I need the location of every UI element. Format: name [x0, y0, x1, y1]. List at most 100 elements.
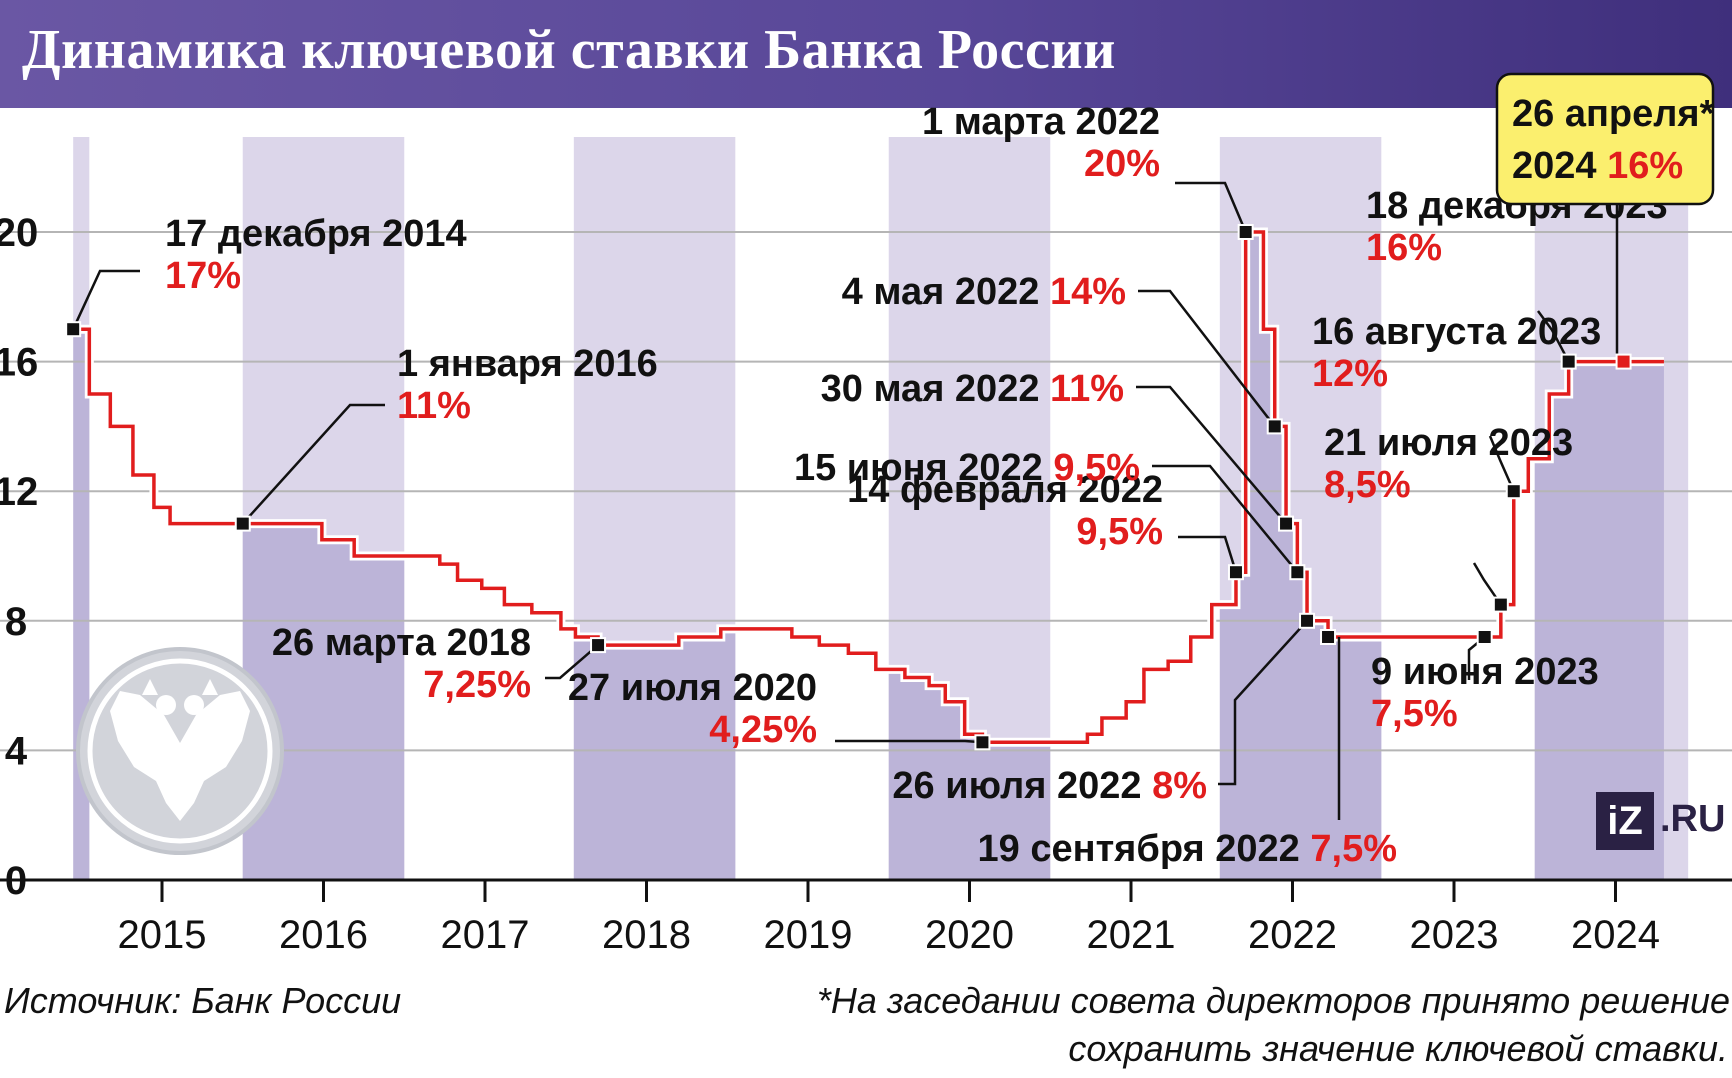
callout-date: 1 марта 2022	[922, 101, 1160, 143]
x-tick-label: 2024	[1571, 913, 1660, 957]
callout-label: 26 июля 2022 8%	[892, 765, 1207, 807]
callout-leader	[1136, 385, 1287, 525]
callout-value: 9,5%	[1053, 447, 1140, 489]
callout-value: 4,25%	[709, 709, 817, 751]
callout-leader	[1536, 310, 1570, 363]
callout-leader	[1138, 289, 1276, 428]
callout-label: 30 мая 2022 11%	[821, 368, 1124, 410]
callout-date-year: 2024 16%	[1512, 145, 1683, 187]
callout-date: 15 июня 2022 9,5%	[794, 447, 1140, 489]
callout-date: 26 марта 2018	[272, 622, 531, 664]
callout-leaders	[72, 181, 1619, 820]
x-tick-label: 2019	[764, 913, 853, 957]
callout-value: 8,5%	[1324, 464, 1411, 506]
x-tick-label: 2018	[602, 913, 691, 957]
callout-value: 7,5%	[1310, 828, 1397, 870]
bank-of-russia-emblem	[76, 647, 284, 855]
callout-date: 17 декабря 2014	[165, 213, 467, 255]
callout-label: 15 июня 2022 9,5%	[794, 447, 1140, 489]
x-tick-label: 2020	[925, 913, 1014, 957]
x-tick-label: 2022	[1248, 913, 1337, 957]
callout-date: 9 июня 2023	[1371, 651, 1599, 693]
data-marker	[1615, 353, 1632, 370]
x-tick-label: 2016	[279, 913, 368, 957]
source-note: Источник: Банк России	[4, 980, 402, 1021]
data-marker	[1505, 483, 1522, 500]
callout-value: 7,25%	[423, 664, 531, 706]
data-marker	[1320, 629, 1337, 645]
callout-label: 26 апреля* 2024 16%	[1495, 72, 1715, 206]
grid-lines	[0, 231, 1732, 752]
callout-leader	[1152, 464, 1299, 573]
callout-value: 11%	[1050, 368, 1124, 410]
callout-date: 1 января 2016	[397, 343, 658, 385]
callout-leader	[241, 403, 385, 525]
y-tick-label: 20	[0, 211, 38, 255]
callout-value: 17%	[165, 255, 241, 297]
title-bar: Динамика ключевой ставки Банка России	[0, 0, 1732, 108]
callout-value: 11%	[397, 385, 471, 427]
callout-date: 27 июля 2020	[568, 667, 817, 709]
callout-label: 19 сентября 2022 7,5%	[978, 828, 1397, 870]
x-tick-label: 2017	[441, 913, 530, 957]
callout-value: 14%	[1050, 271, 1126, 313]
iz-logo-domain: .RU	[1660, 798, 1726, 840]
y-tick-label: 4	[5, 729, 28, 773]
callout-date: 30 мая 2022 11%	[821, 368, 1124, 410]
data-markers	[65, 224, 1632, 751]
data-marker	[234, 515, 251, 532]
y-tick-label: 16	[0, 341, 38, 385]
callout-value: 7,5%	[1371, 693, 1458, 735]
data-marker	[1289, 564, 1306, 581]
callout-date: 26 апреля*	[1512, 93, 1715, 135]
data-marker	[1227, 564, 1244, 581]
callout-date: 16 августа 2023	[1312, 311, 1601, 353]
x-tick-label: 2023	[1410, 913, 1499, 957]
data-marker	[590, 637, 607, 654]
callout-value: 8%	[1152, 765, 1207, 807]
callout-box	[1495, 72, 1715, 206]
data-marker	[1492, 596, 1509, 613]
footnote-line-1: *На заседании совета директоров принято …	[816, 980, 1730, 1021]
callout-leader	[1218, 619, 1308, 786]
callout-value: 16%	[1366, 227, 1442, 269]
callout-leader	[545, 644, 599, 680]
rate-line	[73, 227, 1664, 747]
data-marker	[1299, 612, 1316, 629]
y-tick-label: 12	[0, 470, 38, 514]
callout-leader	[835, 739, 983, 744]
callout-date: 4 мая 2022 14%	[842, 271, 1126, 313]
data-marker	[1560, 353, 1577, 370]
callout-value: 16%	[1607, 145, 1683, 187]
callout-date: 21 июля 2023	[1324, 422, 1573, 464]
callout-date: 26 июля 2022 8%	[892, 765, 1207, 807]
callout-leader	[1175, 181, 1247, 233]
rate-line-path	[73, 230, 1664, 745]
iz-ru-logo: iZ .RU	[1596, 792, 1732, 850]
x-tick-label: 2021	[1087, 913, 1176, 957]
iz-logo-mark: iZ	[1596, 792, 1654, 850]
x-tick-label: 2015	[118, 913, 207, 957]
callout-value: 12%	[1312, 353, 1388, 395]
callout-date: 19 сентября 2022 7,5%	[978, 828, 1397, 870]
callout-leader	[1178, 535, 1238, 573]
callout-value: 20%	[1084, 143, 1160, 185]
data-marker	[65, 321, 82, 338]
page-title: Динамика ключевой ставки Банка России	[22, 19, 1116, 81]
data-marker	[974, 734, 991, 751]
footnote-line-2: сохранить значение ключевой ставки.	[1068, 1028, 1728, 1069]
data-marker	[1237, 224, 1254, 240]
